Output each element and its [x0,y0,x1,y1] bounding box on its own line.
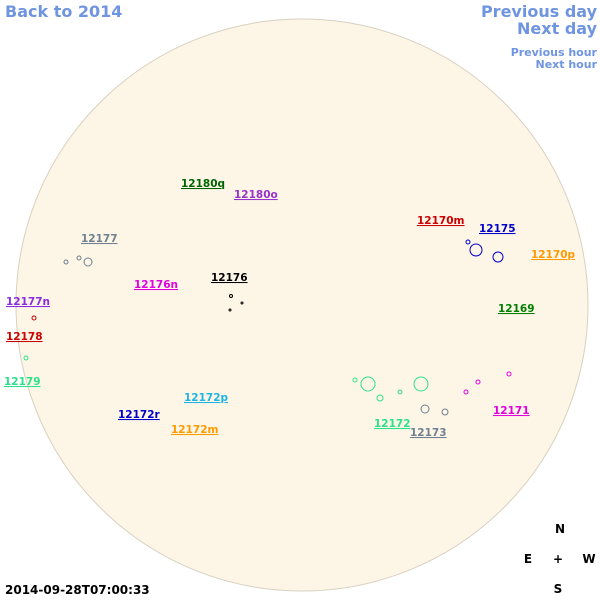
compass: N E + W S [524,522,596,596]
compass-east: E [524,552,532,566]
region-label[interactable]: 12177n [6,296,50,308]
region-label[interactable]: 12176n [134,279,178,291]
region-label[interactable]: 12175 [479,223,516,235]
region-label[interactable]: 12179 [4,376,41,388]
region-label[interactable]: 12173 [410,427,447,439]
region-label[interactable]: 12171 [493,405,530,417]
region-label[interactable]: 12170m [417,215,465,227]
region-label[interactable]: 12172r [118,409,161,421]
timestamp: 2014-09-28T07:00:33 [5,583,150,597]
compass-west: W [582,552,595,566]
region-label[interactable]: 12176 [211,272,248,284]
compass-south: S [554,582,563,596]
next-day-link[interactable]: Next day [517,19,598,38]
region-label[interactable]: 12180o [234,189,278,201]
back-link[interactable]: Back to 2014 [5,2,122,21]
solar-disk [15,18,589,592]
region-label[interactable]: 12172p [184,392,229,404]
compass-north: N [555,522,565,536]
previous-day-link[interactable]: Previous day [481,2,598,21]
spots [23,239,512,416]
next-hour-link[interactable]: Next hour [536,58,598,71]
region-label[interactable]: 12172 [374,418,411,430]
region-label[interactable]: 12170p [531,249,576,261]
region-label[interactable]: 12180q [181,178,225,190]
region-label[interactable]: 12178 [6,331,43,343]
previous-hour-link[interactable]: Previous hour [511,46,598,59]
compass-center: + [553,552,563,566]
region-label[interactable]: 12172m [171,424,219,436]
region-label[interactable]: 12177 [81,233,118,245]
region-label[interactable]: 12169 [498,303,535,315]
